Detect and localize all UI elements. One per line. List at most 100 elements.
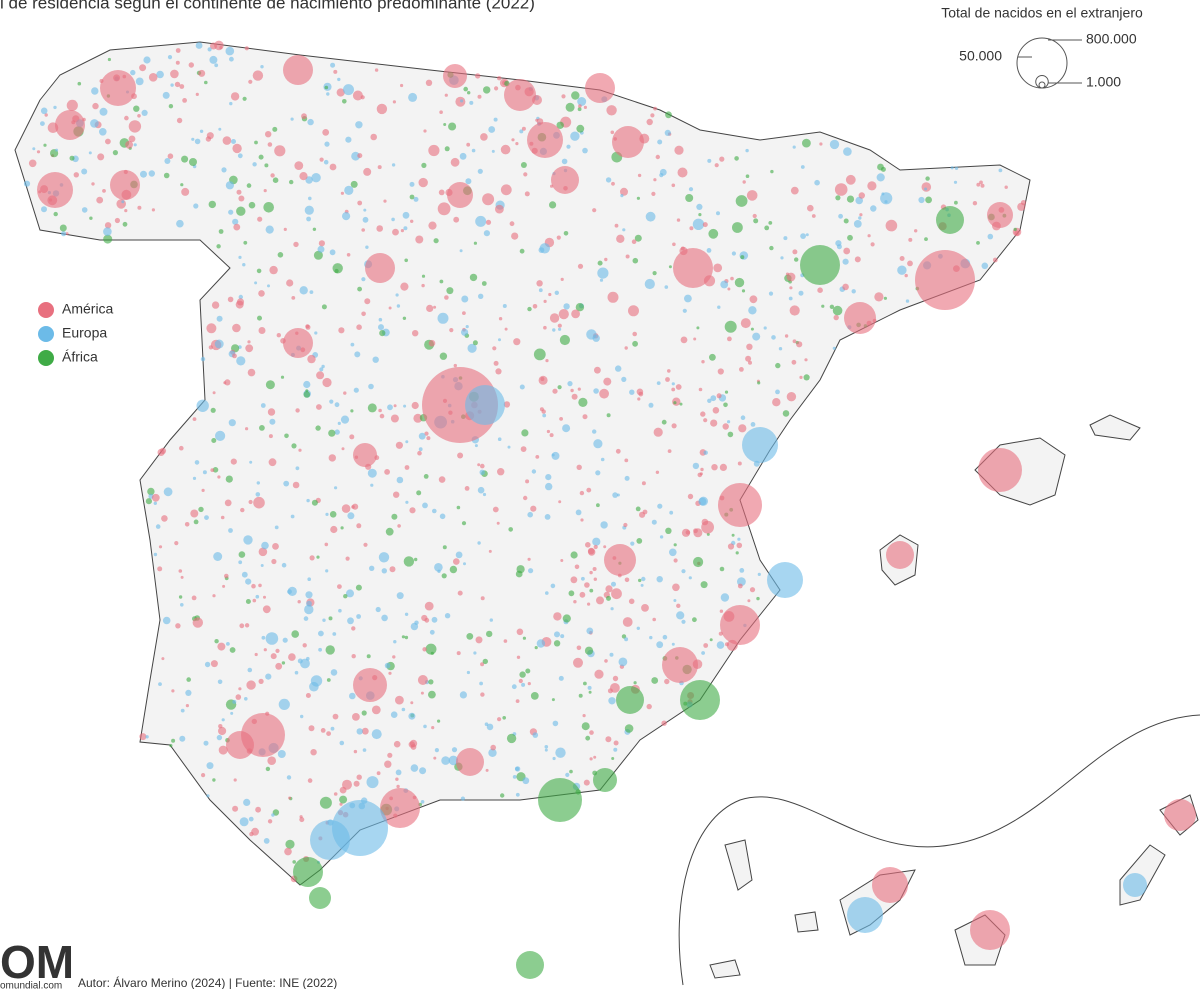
legend-swatch — [38, 350, 54, 366]
bubble — [413, 196, 419, 202]
bubble — [492, 506, 499, 513]
bubble — [899, 256, 905, 261]
bubble — [350, 180, 358, 188]
bubble — [390, 711, 398, 718]
bubble — [133, 105, 140, 112]
bubble — [283, 55, 313, 85]
bubble — [636, 388, 644, 396]
bubble — [593, 755, 597, 759]
bubble — [257, 315, 262, 321]
bubble — [319, 367, 324, 372]
bubble — [544, 748, 548, 752]
bubble — [739, 568, 745, 573]
bubble — [573, 600, 577, 604]
bubble — [707, 398, 712, 403]
bubble — [217, 642, 226, 651]
bubble — [290, 117, 294, 121]
bubble — [746, 343, 753, 350]
bubble — [211, 438, 217, 443]
bubble — [915, 250, 975, 310]
bubble — [400, 83, 404, 88]
bubble — [221, 167, 227, 173]
bubble — [326, 678, 331, 682]
bubble — [421, 162, 427, 168]
bubble — [783, 236, 788, 241]
bubble — [568, 590, 575, 597]
bubble — [307, 354, 316, 364]
bubble — [504, 79, 536, 111]
bubble — [620, 187, 628, 196]
bubble — [265, 766, 271, 772]
bubble — [299, 815, 303, 819]
bubble — [676, 218, 681, 222]
bubble — [410, 701, 414, 705]
bubble — [236, 298, 245, 306]
bubble — [238, 687, 242, 691]
bubble — [490, 744, 497, 751]
bubble — [442, 545, 447, 550]
bubble — [587, 685, 592, 690]
bubble — [241, 571, 248, 578]
bubble — [256, 268, 262, 274]
bubble — [570, 576, 578, 584]
bubble — [671, 183, 676, 188]
bubble — [629, 389, 635, 395]
bubble — [418, 432, 426, 440]
bubble — [162, 616, 171, 625]
bubble — [767, 562, 803, 598]
bubble — [655, 470, 660, 474]
bubble — [238, 294, 243, 300]
bubble — [636, 196, 641, 200]
bubble — [708, 228, 719, 239]
bubble — [195, 42, 203, 49]
bubble — [413, 413, 423, 423]
menorca — [1089, 414, 1141, 441]
bubble — [32, 147, 36, 151]
bubble — [613, 747, 618, 752]
bubble — [545, 474, 552, 481]
bubble — [145, 735, 149, 739]
bubble — [434, 563, 443, 572]
bubble — [178, 595, 183, 599]
bubble — [192, 617, 203, 628]
bubble — [513, 338, 521, 346]
bubble — [324, 542, 329, 547]
bubble — [307, 118, 314, 126]
bubble — [349, 434, 355, 440]
bubble — [562, 424, 571, 433]
bubble — [244, 697, 248, 701]
bubble — [508, 527, 513, 532]
bubble — [53, 105, 57, 110]
bubble — [833, 314, 839, 321]
bubble — [114, 217, 120, 224]
bubble — [340, 191, 344, 195]
bubble — [599, 388, 609, 399]
bubble — [356, 774, 362, 780]
bubble — [706, 248, 712, 253]
bubble — [258, 327, 266, 334]
bubble — [314, 331, 318, 335]
bubble — [249, 831, 254, 837]
bubble — [978, 448, 1022, 492]
bubble — [461, 295, 469, 303]
bubble — [741, 289, 746, 293]
bubble — [574, 564, 580, 570]
bubble — [350, 342, 355, 347]
bubble — [657, 503, 663, 509]
bubble — [159, 447, 167, 454]
bubble — [709, 353, 716, 361]
bubble — [877, 163, 884, 171]
bubble — [306, 216, 311, 222]
bubble — [258, 678, 264, 685]
bubble — [456, 505, 461, 510]
bubble — [180, 183, 184, 187]
bubble — [239, 623, 245, 629]
legend: América Europa África — [38, 301, 114, 366]
bubble — [696, 203, 703, 210]
bubble — [486, 723, 494, 731]
bubble — [711, 464, 718, 471]
bubble — [366, 776, 379, 789]
bubble — [457, 590, 463, 596]
bubble — [290, 514, 295, 519]
bubble — [527, 122, 563, 158]
